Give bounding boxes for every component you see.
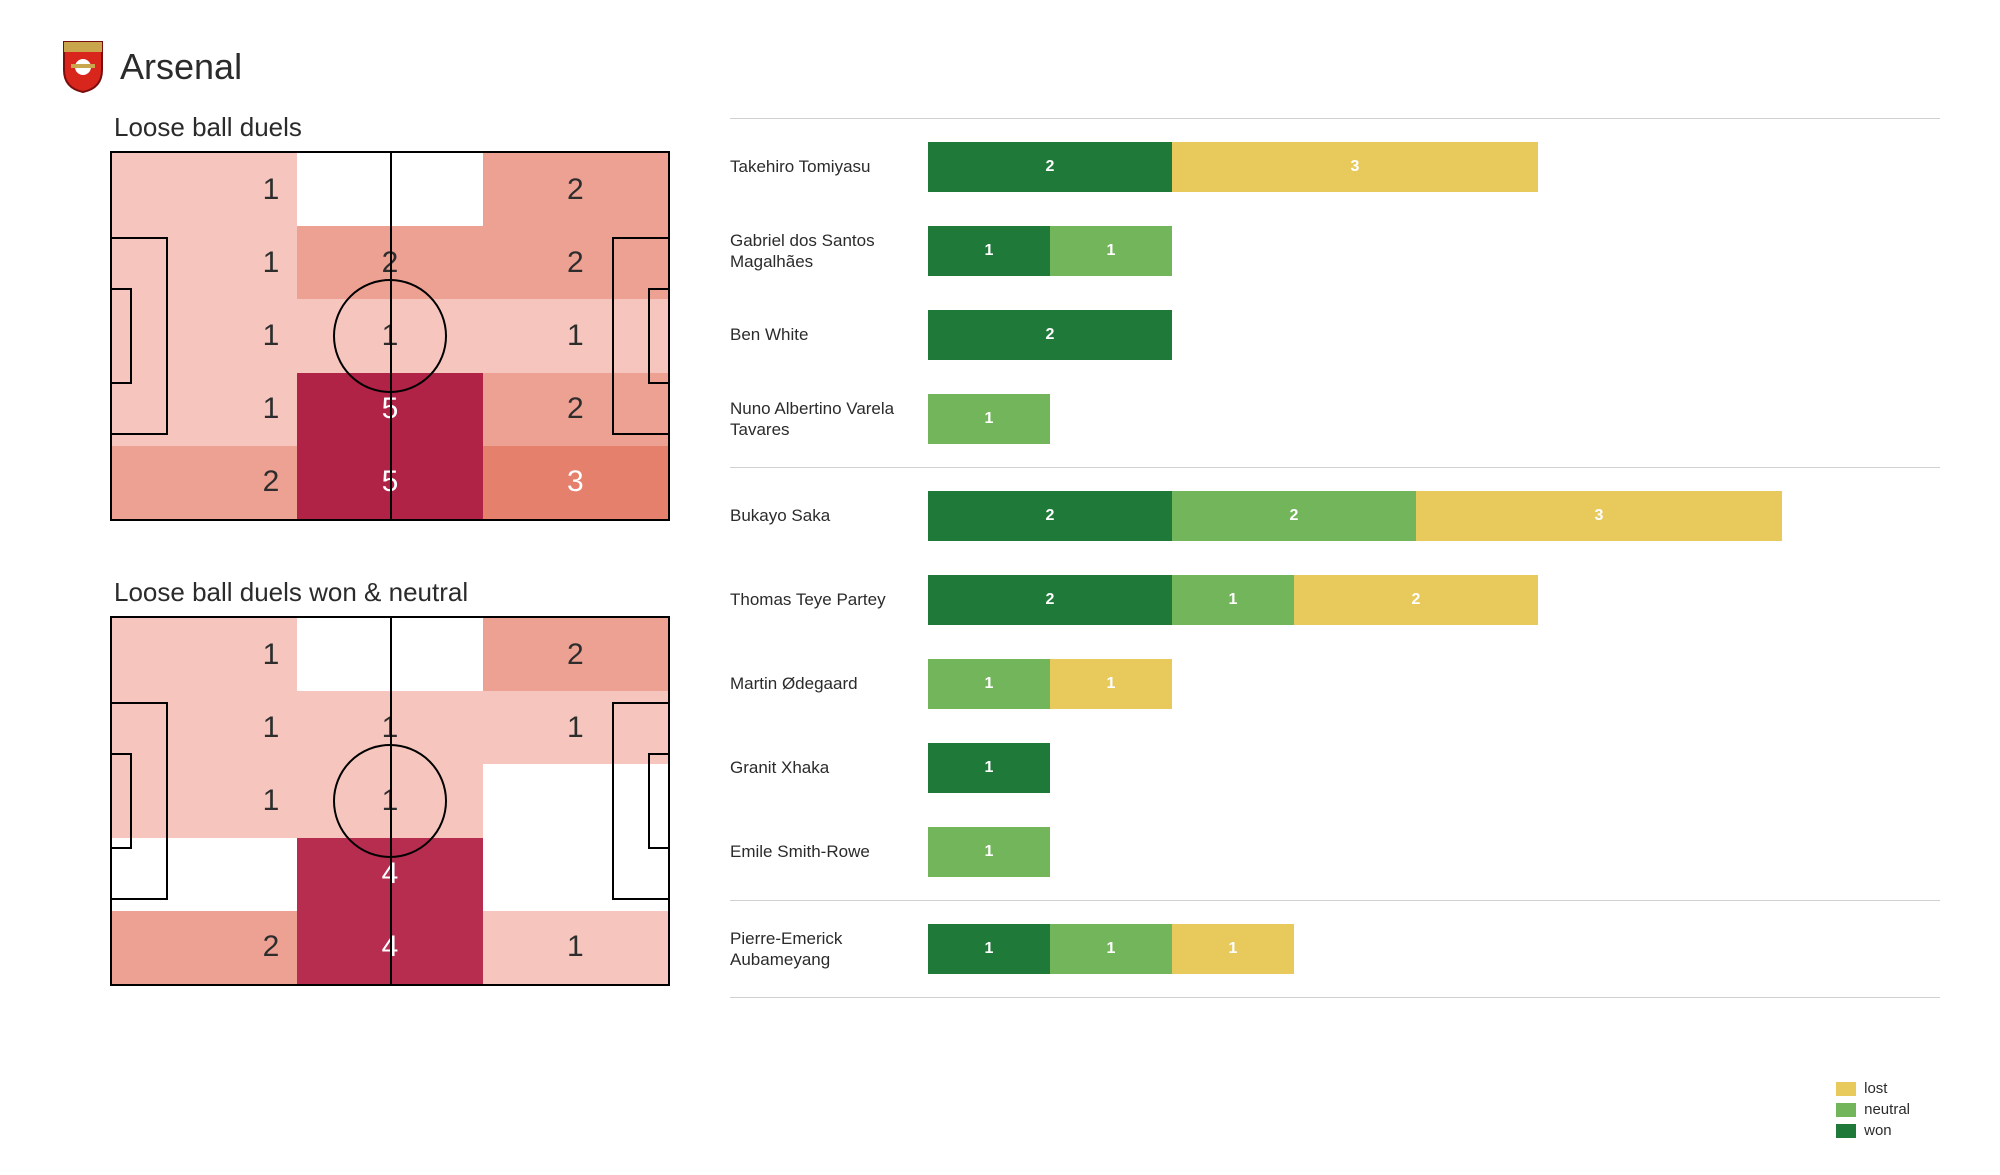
bar-track: 11 bbox=[928, 659, 1940, 709]
heatmap-cell: 1 bbox=[483, 911, 668, 984]
bar-track: 111 bbox=[928, 924, 1940, 974]
bar-segment-won: 2 bbox=[928, 491, 1172, 541]
pitch-title: Loose ball duels bbox=[114, 112, 670, 143]
six-left bbox=[110, 288, 132, 383]
heatmaps-column: Loose ball duels12122111152253Loose ball… bbox=[60, 112, 670, 998]
bar-segment-won: 1 bbox=[928, 743, 1050, 793]
legend-label: won bbox=[1864, 1122, 1892, 1139]
bar-segment-neutral: 1 bbox=[928, 394, 1050, 444]
legend-swatch-icon bbox=[1836, 1103, 1856, 1117]
heatmap-cell: 2 bbox=[483, 153, 668, 226]
bar-segment-lost: 1 bbox=[1050, 659, 1172, 709]
six-left bbox=[110, 753, 132, 848]
bar-segment-neutral: 1 bbox=[1050, 924, 1172, 974]
player-row: Gabriel dos Santos Magalhães11 bbox=[730, 209, 1940, 293]
player-name: Nuno Albertino Varela Tavares bbox=[730, 398, 928, 441]
player-name: Takehiro Tomiyasu bbox=[730, 156, 928, 177]
bar-track: 1 bbox=[928, 394, 1940, 444]
player-group: Takehiro Tomiyasu23Gabriel dos Santos Ma… bbox=[730, 118, 1940, 467]
bar-segment-neutral: 2 bbox=[1172, 491, 1416, 541]
player-row: Pierre-Emerick Aubameyang111 bbox=[730, 907, 1940, 991]
player-name: Pierre-Emerick Aubameyang bbox=[730, 928, 928, 971]
bar-track: 2 bbox=[928, 310, 1940, 360]
team-name: Arsenal bbox=[120, 46, 242, 88]
player-bars-column: Takehiro Tomiyasu23Gabriel dos Santos Ma… bbox=[730, 112, 1940, 998]
player-row: Thomas Teye Partey212 bbox=[730, 558, 1940, 642]
center-circle bbox=[333, 744, 447, 858]
bar-segment-won: 2 bbox=[928, 310, 1172, 360]
bar-segment-neutral: 1 bbox=[1050, 226, 1172, 276]
player-group: Pierre-Emerick Aubameyang111 bbox=[730, 900, 1940, 998]
legend-swatch-icon bbox=[1836, 1124, 1856, 1138]
player-group: Bukayo Saka223Thomas Teye Partey212Marti… bbox=[730, 467, 1940, 900]
player-row: Bukayo Saka223 bbox=[730, 474, 1940, 558]
pitch-block: Loose ball duels12122111152253 bbox=[110, 112, 670, 521]
bar-segment-lost: 3 bbox=[1416, 491, 1782, 541]
bar-segment-lost: 3 bbox=[1172, 142, 1538, 192]
heatmap-cell: 2 bbox=[483, 618, 668, 691]
player-row: Takehiro Tomiyasu23 bbox=[730, 125, 1940, 209]
bar-track: 212 bbox=[928, 575, 1940, 625]
team-header: Arsenal bbox=[60, 40, 1940, 94]
legend-label: neutral bbox=[1864, 1101, 1910, 1118]
columns: Loose ball duels12122111152253Loose ball… bbox=[60, 112, 1940, 998]
bar-track: 1 bbox=[928, 827, 1940, 877]
heatmap-cell: 1 bbox=[112, 153, 297, 226]
heatmap-cell: 3 bbox=[483, 446, 668, 519]
player-name: Granit Xhaka bbox=[730, 757, 928, 778]
pitch-block: Loose ball duels won & neutral1211111424… bbox=[110, 577, 670, 986]
heatmap-cell: 2 bbox=[112, 911, 297, 984]
legend-label: lost bbox=[1864, 1080, 1887, 1097]
bar-segment-won: 1 bbox=[928, 226, 1050, 276]
legend-row: lost bbox=[1836, 1080, 1910, 1097]
bar-segment-lost: 2 bbox=[1294, 575, 1538, 625]
bar-segment-neutral: 1 bbox=[1172, 575, 1294, 625]
six-right bbox=[648, 288, 670, 383]
bar-track: 1 bbox=[928, 743, 1940, 793]
bar-segment-neutral: 1 bbox=[928, 827, 1050, 877]
player-name: Bukayo Saka bbox=[730, 505, 928, 526]
bar-segment-lost: 1 bbox=[1172, 924, 1294, 974]
legend-row: won bbox=[1836, 1122, 1910, 1139]
player-row: Emile Smith-Rowe1 bbox=[730, 810, 1940, 894]
pitch-heatmap: 12122111152253 bbox=[110, 151, 670, 521]
bar-segment-neutral: 1 bbox=[928, 659, 1050, 709]
player-row: Granit Xhaka1 bbox=[730, 726, 1940, 810]
bar-track: 23 bbox=[928, 142, 1940, 192]
legend-row: neutral bbox=[1836, 1101, 1910, 1118]
bar-track: 11 bbox=[928, 226, 1940, 276]
heatmap-cell: 1 bbox=[112, 618, 297, 691]
player-row: Martin Ødegaard11 bbox=[730, 642, 1940, 726]
bar-segment-won: 2 bbox=[928, 575, 1172, 625]
center-circle bbox=[333, 279, 447, 393]
root: Arsenal Loose ball duels12122111152253Lo… bbox=[0, 0, 2000, 1175]
player-name: Thomas Teye Partey bbox=[730, 589, 928, 610]
player-name: Martin Ødegaard bbox=[730, 673, 928, 694]
player-name: Emile Smith-Rowe bbox=[730, 841, 928, 862]
player-name: Gabriel dos Santos Magalhães bbox=[730, 230, 928, 273]
player-name: Ben White bbox=[730, 324, 928, 345]
bar-segment-won: 1 bbox=[928, 924, 1050, 974]
pitch-title: Loose ball duels won & neutral bbox=[114, 577, 670, 608]
player-row: Ben White2 bbox=[730, 293, 1940, 377]
legend-swatch-icon bbox=[1836, 1082, 1856, 1096]
bar-track: 223 bbox=[928, 491, 1940, 541]
bar-segment-won: 2 bbox=[928, 142, 1172, 192]
heatmap-cell: 2 bbox=[112, 446, 297, 519]
legend: lost neutral won bbox=[1836, 1076, 1910, 1139]
team-crest-icon bbox=[60, 40, 106, 94]
six-right bbox=[648, 753, 670, 848]
player-row: Nuno Albertino Varela Tavares1 bbox=[730, 377, 1940, 461]
pitch-heatmap: 12111114241 bbox=[110, 616, 670, 986]
